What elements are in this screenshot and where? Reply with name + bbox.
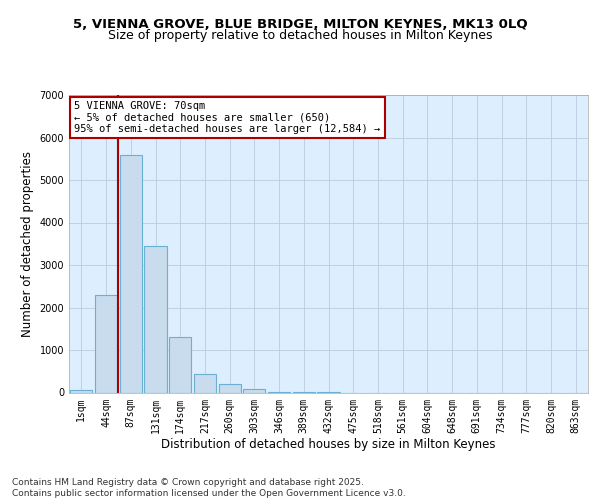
- Bar: [194, 374, 216, 392]
- Bar: [169, 337, 191, 392]
- Bar: [119, 154, 142, 392]
- Y-axis label: Number of detached properties: Number of detached properties: [21, 151, 34, 337]
- Text: 5 VIENNA GROVE: 70sqm
← 5% of detached houses are smaller (650)
95% of semi-deta: 5 VIENNA GROVE: 70sqm ← 5% of detached h…: [74, 101, 380, 134]
- Bar: [218, 384, 241, 392]
- Bar: [145, 246, 167, 392]
- Bar: [243, 388, 265, 392]
- Bar: [95, 294, 117, 392]
- Text: Size of property relative to detached houses in Milton Keynes: Size of property relative to detached ho…: [108, 29, 492, 42]
- X-axis label: Distribution of detached houses by size in Milton Keynes: Distribution of detached houses by size …: [161, 438, 496, 451]
- Bar: [70, 390, 92, 392]
- Text: 5, VIENNA GROVE, BLUE BRIDGE, MILTON KEYNES, MK13 0LQ: 5, VIENNA GROVE, BLUE BRIDGE, MILTON KEY…: [73, 18, 527, 30]
- Text: Contains HM Land Registry data © Crown copyright and database right 2025.
Contai: Contains HM Land Registry data © Crown c…: [12, 478, 406, 498]
